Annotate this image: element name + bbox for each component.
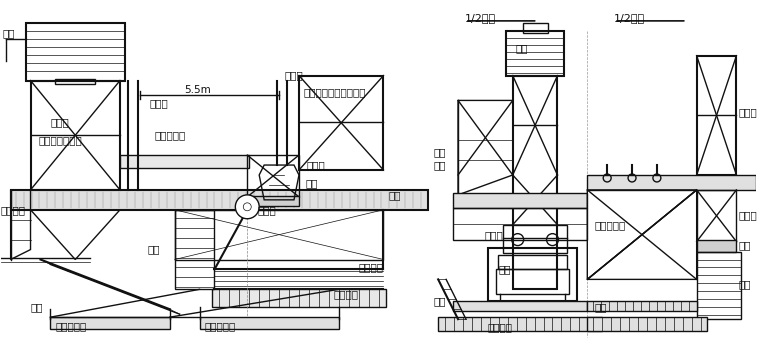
Bar	[299, 76, 384, 170]
Bar	[587, 175, 756, 190]
Bar	[587, 317, 707, 331]
Text: 张拉平台: 张拉平台	[359, 262, 384, 272]
Text: 底模平台: 底模平台	[488, 322, 513, 332]
Bar	[244, 196, 299, 206]
Text: 前长架: 前长架	[739, 107, 757, 117]
Text: 垫座: 垫座	[306, 178, 318, 188]
Bar	[120, 155, 249, 168]
Text: 锚固: 锚固	[433, 147, 445, 157]
Bar	[55, 78, 95, 84]
Bar	[697, 190, 736, 242]
Circle shape	[236, 195, 259, 219]
Bar	[30, 81, 120, 190]
Bar	[453, 301, 587, 311]
Text: 压重: 压重	[3, 28, 15, 38]
Bar	[523, 23, 547, 33]
Bar	[175, 210, 214, 289]
Text: 吊架及横联: 吊架及横联	[594, 220, 625, 230]
Text: 前短架: 前短架	[307, 160, 326, 170]
Text: 斜梯: 斜梯	[30, 302, 43, 312]
Text: 锚固结构: 锚固结构	[1, 205, 26, 215]
Text: 侧模: 侧模	[739, 279, 751, 289]
Bar	[453, 193, 587, 208]
Text: 侧模: 侧模	[148, 245, 160, 255]
Bar	[498, 255, 568, 269]
Bar	[488, 247, 578, 301]
Bar	[50, 317, 169, 329]
Text: 吊架: 吊架	[388, 190, 401, 200]
Bar	[496, 269, 569, 294]
Bar	[505, 31, 565, 76]
Text: 结构: 结构	[433, 160, 445, 170]
Text: 前吊杆: 前吊杆	[284, 70, 302, 81]
Bar	[503, 225, 568, 253]
Text: 前短架: 前短架	[739, 210, 757, 220]
Bar	[200, 317, 339, 329]
Text: 后吊杆: 后吊杆	[150, 99, 169, 108]
Bar	[513, 76, 558, 289]
Text: 底模平台: 底模平台	[334, 289, 359, 299]
Text: 前长架（附脚手平台）: 前长架（附脚手平台）	[304, 87, 366, 98]
Text: 垫座: 垫座	[739, 240, 751, 251]
Text: 后支承横架: 后支承横架	[55, 321, 87, 331]
Text: 内模: 内模	[499, 264, 511, 274]
Bar	[439, 317, 602, 331]
Text: 1/2后视: 1/2后视	[465, 13, 496, 23]
Bar	[587, 301, 697, 311]
Bar	[11, 190, 428, 210]
Text: 走行轮: 走行轮	[257, 205, 276, 215]
Bar	[26, 23, 125, 81]
Text: 底模: 底模	[594, 302, 606, 312]
Bar	[697, 56, 736, 175]
Bar	[453, 208, 587, 240]
Text: 5.5m: 5.5m	[185, 85, 211, 95]
Text: 1/2前视: 1/2前视	[614, 13, 645, 23]
Text: 后轮架: 后轮架	[485, 231, 504, 240]
Text: 后长架: 后长架	[50, 117, 69, 127]
Text: 前支承横架: 前支承横架	[204, 321, 236, 331]
Text: 斜梯: 斜梯	[433, 296, 445, 306]
Bar	[697, 240, 736, 252]
Text: 压重: 压重	[516, 43, 528, 53]
Bar	[213, 289, 386, 307]
Text: 悬吊侧横架: 悬吊侧横架	[155, 130, 186, 140]
Text: （附脚手平台）: （附脚手平台）	[39, 135, 82, 145]
Bar	[697, 252, 742, 319]
Bar	[247, 155, 299, 197]
